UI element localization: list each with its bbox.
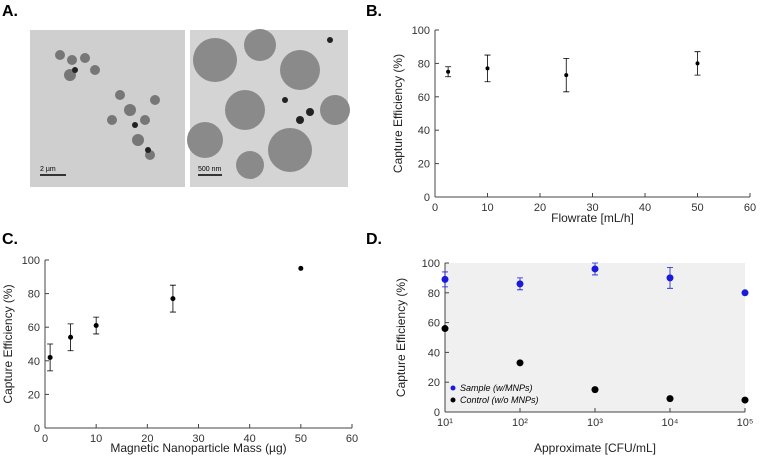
x-tick-label: 50 xyxy=(295,433,307,445)
x-tick-label: 10 xyxy=(481,202,493,214)
x-tick-label: 10⁴ xyxy=(662,417,679,429)
x-tick-label: 50 xyxy=(691,202,703,214)
y-tick-label: 60 xyxy=(418,92,430,104)
y-tick-label: 0 xyxy=(434,407,440,419)
x-tick-label: 20 xyxy=(141,433,153,445)
y-tick-label: 40 xyxy=(28,356,40,368)
data-point xyxy=(485,66,490,71)
y-tick-label: 80 xyxy=(418,58,430,70)
x-axis-label: Approximate [CFU/mL] xyxy=(534,441,656,455)
x-tick-label: 10⁵ xyxy=(737,417,754,429)
x-tick-label: 10² xyxy=(512,417,528,429)
y-tick-label: 0 xyxy=(34,423,40,435)
x-tick-label: 40 xyxy=(244,433,256,445)
x-tick-label: 60 xyxy=(346,433,358,445)
x-axis-label: Magnetic Nanoparticle Mass (µg) xyxy=(110,441,286,455)
y-axis-label: Capture Efficiency (%) xyxy=(394,278,408,397)
x-tick-label: 30 xyxy=(586,202,598,214)
data-point xyxy=(441,325,449,333)
legend-label: Control (w/o MNPs) xyxy=(460,395,539,405)
data-point xyxy=(93,323,99,329)
y-tick-label: 100 xyxy=(22,255,40,267)
data-point xyxy=(591,265,599,273)
y-tick-label: 20 xyxy=(418,159,430,171)
scale-label: 2 µm xyxy=(40,166,56,173)
x-tick-label: 40 xyxy=(639,202,651,214)
legend-label: Sample (w/MNPs) xyxy=(460,383,533,393)
panel-label: B. xyxy=(366,3,382,20)
x-tick-label: 10 xyxy=(90,433,102,445)
y-tick-label: 80 xyxy=(428,288,440,300)
y-tick-label: 100 xyxy=(412,25,430,37)
x-axis-label: Flowrate [mL/h] xyxy=(551,211,634,225)
panel-label: A. xyxy=(2,3,18,20)
data-point xyxy=(741,396,749,404)
data-point xyxy=(298,265,304,271)
data-point xyxy=(741,289,749,297)
micrograph: 500 nm xyxy=(187,29,350,187)
y-tick-label: 0 xyxy=(424,192,430,204)
data-point xyxy=(170,296,176,302)
x-tick-label: 10³ xyxy=(587,417,603,429)
x-tick-label: 30 xyxy=(192,433,204,445)
y-tick-label: 40 xyxy=(428,347,440,359)
data-point xyxy=(564,73,569,78)
data-point xyxy=(446,69,451,74)
x-tick-label: 0 xyxy=(432,202,438,214)
scale-label: 500 nm xyxy=(198,166,222,173)
y-tick-label: 40 xyxy=(418,125,430,137)
x-tick-label: 0 xyxy=(42,433,48,445)
micrograph: 2 µm xyxy=(30,30,185,187)
panel-label: C. xyxy=(2,231,18,248)
data-point xyxy=(666,395,674,403)
y-axis-label: Capture Efficiency (%) xyxy=(391,54,405,173)
data-point xyxy=(516,280,524,288)
data-point xyxy=(516,359,524,367)
x-tick-label: 60 xyxy=(744,202,756,214)
y-tick-label: 80 xyxy=(28,289,40,301)
data-point xyxy=(68,334,74,340)
data-point xyxy=(695,61,700,66)
legend-marker xyxy=(450,397,456,403)
y-tick-label: 20 xyxy=(428,377,440,389)
data-point xyxy=(591,386,599,394)
panel-label: D. xyxy=(366,231,382,248)
x-tick-label: 20 xyxy=(534,202,546,214)
y-tick-label: 100 xyxy=(422,258,440,270)
y-tick-label: 60 xyxy=(28,322,40,334)
data-point xyxy=(666,274,674,282)
y-tick-label: 60 xyxy=(428,318,440,330)
data-point xyxy=(441,275,449,283)
y-axis-label: Capture Efficiency (%) xyxy=(1,284,15,403)
data-point xyxy=(47,354,53,360)
x-tick-label: 10¹ xyxy=(437,417,453,429)
y-tick-label: 20 xyxy=(28,389,40,401)
legend-marker xyxy=(450,385,456,391)
